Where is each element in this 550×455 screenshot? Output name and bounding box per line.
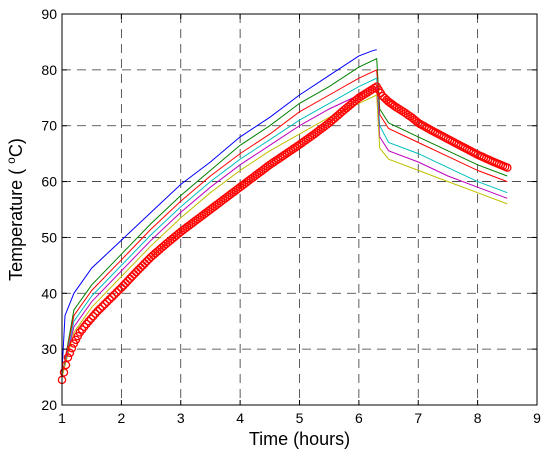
y-tick-label: 20: [41, 397, 57, 413]
data-point: [110, 290, 119, 299]
series-line-5: [61, 85, 508, 378]
x-tick-label: 3: [177, 410, 185, 426]
data-point: [119, 281, 128, 290]
x-tick-label: 9: [533, 410, 541, 426]
data-point: [84, 316, 93, 326]
grid: [62, 14, 537, 405]
data-point: [282, 149, 292, 158]
data-point: [140, 259, 149, 268]
data-point: [98, 302, 107, 311]
data-point: [267, 159, 277, 168]
x-tick-label: 2: [117, 410, 125, 426]
y-axis-label: Temperature ( oC): [4, 138, 26, 281]
data-point: [67, 343, 77, 353]
data-point: [284, 147, 294, 157]
data-point: [125, 274, 135, 284]
x-tick-label: 6: [355, 410, 363, 426]
y-tick-label: 40: [41, 285, 57, 301]
data-point: [102, 297, 112, 307]
data-point: [129, 270, 139, 279]
data-point: [288, 144, 298, 154]
data-point: [65, 348, 75, 358]
data-point: [123, 276, 132, 286]
data-point: [286, 146, 296, 155]
data-point: [138, 261, 147, 270]
x-tick-label: 8: [474, 410, 482, 426]
data-point: [265, 160, 275, 170]
data-point: [127, 272, 137, 281]
data-point: [131, 267, 141, 277]
data-point: [105, 295, 114, 304]
data-point: [136, 263, 145, 273]
data-point: [121, 278, 130, 288]
data-point: [117, 283, 126, 292]
data-point: [86, 314, 96, 323]
series-line-6: [61, 94, 508, 378]
y-tick-label: 30: [41, 341, 57, 357]
data-point: [276, 153, 285, 162]
data-point: [280, 150, 289, 160]
y-tick-label: 90: [41, 6, 57, 22]
data-point: [388, 100, 397, 109]
y-tick-label: 60: [41, 174, 57, 190]
data-point: [100, 299, 110, 309]
data-point: [114, 285, 124, 295]
data-point: [142, 257, 152, 266]
y-axis-label-main: Temperature (: [6, 164, 26, 281]
data-point: [63, 353, 73, 362]
tick-labels: 1 2 3 4 5 6 7 8 9 20 30 40 50 60 70 80 90: [41, 6, 541, 426]
series-line-3: [61, 69, 508, 378]
x-tick-label: 1: [58, 410, 66, 426]
axes: [61, 13, 538, 406]
data-point: [503, 163, 512, 172]
marker-series: [57, 82, 512, 385]
y-axis-label-superscript: o: [4, 157, 18, 164]
y-tick-label: 80: [41, 62, 57, 78]
data-point: [291, 143, 300, 152]
data-point: [88, 311, 98, 321]
data-point: [91, 309, 100, 318]
series-line-4: [61, 77, 508, 378]
data-point: [271, 156, 281, 165]
series-line-2: [61, 57, 508, 378]
data-point: [95, 304, 105, 314]
data-point: [93, 306, 102, 316]
y-tick-label: 50: [41, 229, 57, 245]
x-tick-label: 5: [296, 410, 304, 426]
data-point: [107, 292, 117, 302]
y-tick-label: 70: [41, 118, 57, 134]
data-point: [274, 154, 283, 164]
series-line-1: [61, 49, 377, 372]
series-group: [57, 49, 512, 385]
data-point: [59, 368, 69, 377]
x-axis-label: Time (hours): [249, 429, 350, 449]
y-axis-label-unit: C): [6, 138, 26, 157]
data-point: [269, 157, 279, 167]
x-tick-label: 7: [414, 410, 422, 426]
data-point: [112, 288, 121, 297]
data-point: [278, 151, 287, 161]
data-point: [134, 265, 143, 275]
x-tick-label: 4: [236, 410, 244, 426]
